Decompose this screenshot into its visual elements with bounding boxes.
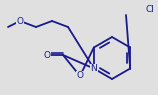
Text: O: O	[43, 51, 51, 59]
Text: O: O	[16, 17, 24, 25]
Text: N: N	[90, 64, 97, 73]
Text: O: O	[76, 72, 83, 80]
Text: Cl: Cl	[145, 6, 154, 15]
